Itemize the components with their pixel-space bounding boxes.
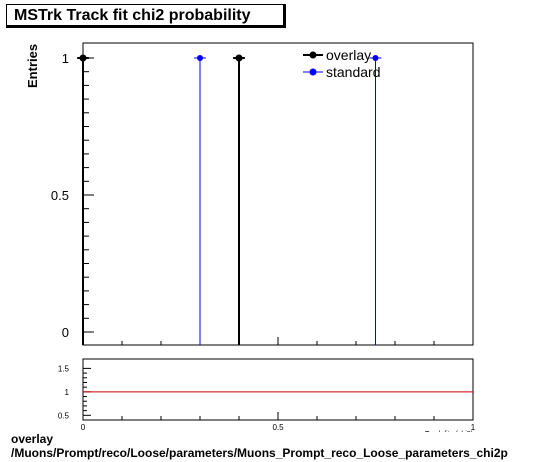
legend-marker (309, 51, 317, 59)
ratio-y-tick-label: 1.5 (58, 364, 70, 373)
x-axis-label: Track fit p(chi2) (425, 431, 473, 432)
data-point (235, 54, 243, 62)
y-axis-label: Entries (25, 44, 40, 88)
data-point (197, 55, 203, 61)
ratio-plot: 0.511.500.51Track fit p(chi2) (58, 358, 476, 432)
ratio-x-tick-label: 0.5 (272, 423, 284, 432)
legend-label: overlay (326, 47, 371, 63)
data-point (79, 54, 87, 62)
plot-frame (82, 42, 474, 346)
legend-label: standard (326, 64, 380, 80)
y-tick-label: 0.5 (51, 188, 69, 203)
chart-title: MSTrk Track fit chi2 probability (14, 7, 251, 24)
ratio-x-tick-label: 0 (81, 423, 86, 432)
ratio-frame (82, 358, 474, 421)
ratio-y-tick-label: 1 (65, 388, 70, 397)
y-tick-label: 1 (62, 51, 69, 66)
footer-path: /Muons/Prompt/reco/Loose/parameters/Muon… (11, 446, 508, 460)
y-tick-label: 0 (62, 325, 69, 340)
data-point (372, 55, 379, 61)
footer-label: overlay (11, 432, 54, 446)
ratio-y-tick-label: 0.5 (58, 411, 70, 420)
legend-marker (309, 68, 317, 76)
title-box: MSTrk Track fit chi2 probability (6, 4, 286, 28)
ratio-x-tick-label: 1 (471, 423, 476, 432)
